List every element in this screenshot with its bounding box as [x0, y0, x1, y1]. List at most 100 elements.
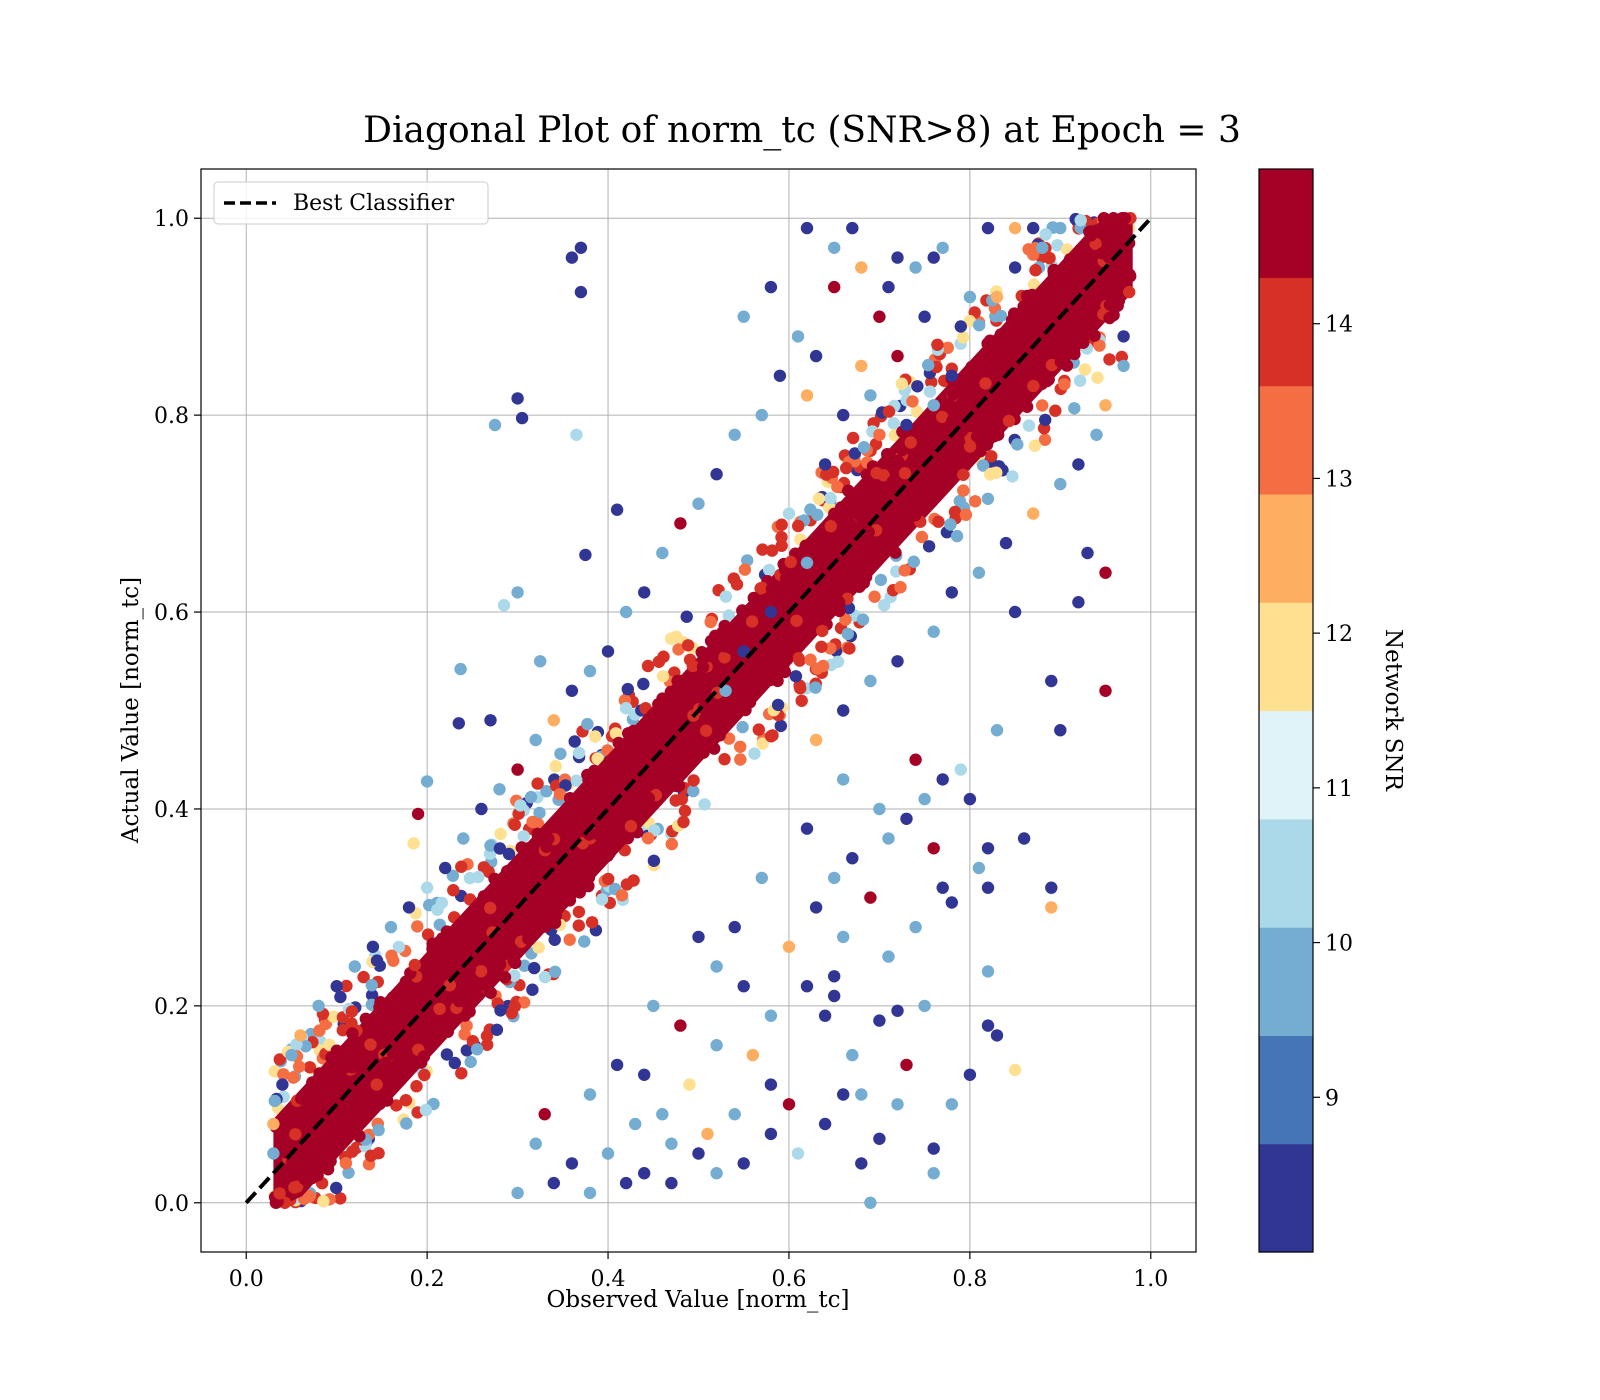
scatter-point-band [732, 704, 746, 718]
scatter-point-fringe [317, 1195, 330, 1208]
scatter-point-outlier-75 [764, 1127, 778, 1141]
scatter-point-outlier-174 [384, 920, 398, 934]
scatter-point-fringe [804, 653, 817, 666]
scatter-point-fringe [734, 753, 747, 766]
scatter-point-fringe [517, 996, 531, 1009]
scatter-point-outlier-36 [800, 556, 814, 569]
scatter-point-fringe [842, 601, 856, 615]
scatter-point-band [988, 429, 1001, 443]
scatter-point-band [465, 919, 478, 933]
scatter-point-outlier-48 [1017, 832, 1031, 845]
scatter-point-outlier-190 [990, 290, 1004, 304]
scatter-point-outlier-198 [927, 399, 940, 412]
scatter-point-fringe [878, 599, 891, 612]
scatter-points [267, 212, 1137, 1210]
scatter-point-outlier-112 [818, 1117, 832, 1131]
scatter-point-fringe [969, 495, 982, 508]
scatter-point-fringe [678, 804, 692, 818]
scatter-point-outlier-140 [945, 586, 958, 599]
scatter-point-band [417, 1050, 431, 1063]
colorbar: 9 10 11 12 13 14 [1258, 168, 1353, 1253]
scatter-point-outlier-177 [330, 980, 343, 993]
scatter-point-band [380, 1067, 393, 1080]
scatter-point-fringe [839, 613, 852, 626]
scatter-point-outlier-89 [683, 1078, 696, 1091]
scatter-point-band [401, 1037, 414, 1050]
x-tick-label-5: 1.0 [1133, 1267, 1168, 1292]
scatter-point-band [656, 692, 669, 705]
scatter-point-fringe [882, 405, 896, 418]
scatter-point-band [324, 1155, 337, 1168]
scatter-point-band [833, 596, 846, 609]
scatter-point-outlier-128 [583, 1088, 597, 1101]
scatter-point-outlier-120 [728, 1108, 741, 1121]
scatter-point-outlier-189 [954, 320, 967, 333]
scatter-point-fringe [657, 650, 670, 663]
scatter-point-band [654, 774, 667, 787]
scatter-point-band [289, 1128, 302, 1141]
scatter-point-outlier-139 [927, 625, 940, 638]
scatter-point-band [1037, 346, 1050, 359]
scatter-point-fringe [981, 492, 995, 505]
scatter-point-outlier-66 [891, 1098, 904, 1111]
scatter-point-outlier-88 [710, 1039, 723, 1052]
scatter-point-band [1054, 355, 1068, 369]
scatter-point-band [981, 337, 994, 350]
scatter-point-fringe [775, 518, 788, 531]
x-axis-label: Observed Value [norm_tc] [547, 1287, 850, 1313]
scatter-point-outlier-141 [972, 566, 986, 579]
scatter-point-band [311, 1169, 324, 1182]
scatter-point-fringe [334, 1192, 347, 1205]
scatter-point-fringe [915, 530, 929, 544]
colorbar-tick-label-3: 12 [1325, 622, 1353, 647]
scatter-point-fringe [455, 1067, 468, 1080]
scatter-point-band [306, 1143, 320, 1157]
best-classifier-dashed-line [244, 216, 1153, 1205]
scatter-point-fringe [719, 590, 733, 603]
scatter-point-outlier-92 [674, 1019, 687, 1032]
plot-frame [200, 168, 1197, 1253]
scatter-point-band [941, 474, 955, 488]
scatter-point-outlier-107 [864, 891, 877, 904]
scatter-point-fringe [763, 563, 776, 577]
scatter-point-band [736, 604, 749, 617]
scatter-point-outlier-84 [511, 1186, 524, 1200]
scatter-point-outlier-65 [873, 1132, 886, 1146]
scatter-point-band [810, 608, 823, 621]
scatter-point-fringe [392, 940, 406, 954]
scatter-point-outlier-197 [900, 418, 913, 432]
scatter-point-band [484, 901, 497, 915]
scatter-point-fringe [411, 920, 424, 933]
scatter-point-band [1067, 346, 1080, 359]
colorbar-frame [1258, 168, 1314, 1253]
scatter-point-outlier-158 [674, 517, 687, 530]
colorbar-segment-5 [1259, 602, 1313, 712]
scatter-point-band [303, 1116, 317, 1130]
x-tick-label-3: 0.6 [771, 1267, 806, 1292]
scatter-point-outlier-193 [1027, 221, 1040, 235]
scatter-point-band [477, 890, 491, 903]
scatter-point-fringe [327, 1010, 340, 1023]
scatter-point-fringe [1011, 438, 1024, 451]
scatter-point-outlier-43 [1072, 596, 1085, 609]
scatter-point-fringe [931, 338, 944, 351]
scatter-point-outlier-119 [855, 1157, 868, 1170]
scatter-point-band [1103, 298, 1117, 311]
scatter-point-outlier-173 [402, 901, 416, 914]
scatter-point-band [463, 963, 477, 976]
scatter-point-band [792, 652, 805, 665]
scatter-point-fringe [448, 1056, 461, 1070]
scatter-point-band [781, 595, 794, 608]
scatter-point-band [981, 352, 994, 365]
scatter-point-fringe [698, 798, 711, 811]
scatter-point-fringe [932, 515, 945, 528]
scatter-point-fringe [1074, 214, 1087, 227]
colorbar-segment-1 [1259, 1035, 1313, 1145]
scatter-point-fringe [664, 632, 678, 645]
scatter-point-fringe [517, 830, 530, 843]
scatter-point-band [295, 1092, 308, 1105]
scatter-point-outlier-138 [891, 655, 904, 668]
scatter-point-fringe [581, 717, 594, 731]
scatter-point-fringe [559, 779, 572, 792]
scatter-point-outlier-80 [638, 1167, 651, 1180]
